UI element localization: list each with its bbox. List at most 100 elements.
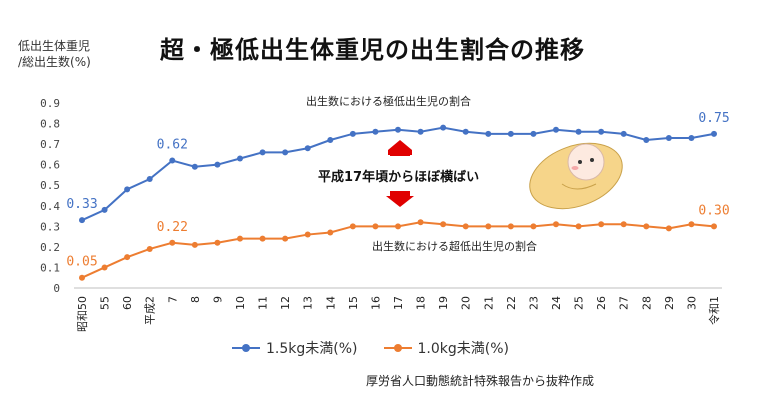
x-tick-label: 15 <box>347 296 360 310</box>
data-point <box>124 254 131 261</box>
x-tick-label: 昭和50 <box>76 296 89 332</box>
data-point <box>146 245 153 252</box>
x-tick-label: 27 <box>618 296 631 310</box>
x-tick-label: 11 <box>257 296 270 310</box>
y-tick-label: 0.6 <box>40 159 60 172</box>
x-tick-label: 25 <box>573 296 586 310</box>
data-point <box>191 241 198 248</box>
x-tick-label: 55 <box>99 296 112 310</box>
x-tick-label: 22 <box>505 296 518 310</box>
x-tick-label: 28 <box>640 296 653 310</box>
y-axis-unit-line2: /総出生数(%) <box>18 55 91 69</box>
y-tick-label: 0 <box>53 282 60 295</box>
data-point <box>530 223 537 230</box>
source-note: 厚労省人口動態統計特殊報告から抜粋作成 <box>366 374 595 388</box>
x-tick-label: 令和1 <box>707 296 721 325</box>
data-point <box>304 145 311 152</box>
x-tick-label: 9 <box>211 296 224 303</box>
data-point <box>643 137 650 143</box>
data-label: 0.22 <box>157 220 188 235</box>
legend-label-1-5kg: 1.5kg未満(%) <box>266 341 358 357</box>
x-tick-label: 17 <box>392 296 405 310</box>
data-point <box>598 221 605 228</box>
data-point <box>349 223 356 230</box>
y-tick-label: 0.3 <box>40 220 60 233</box>
y-tick-label: 0.9 <box>40 97 60 110</box>
baby-illustration <box>529 142 623 210</box>
arrow-down-icon <box>386 196 414 207</box>
data-point <box>553 126 559 133</box>
data-point <box>169 157 176 164</box>
data-point <box>259 235 266 242</box>
y-tick-label: 0.7 <box>40 138 60 151</box>
annotation-arrows <box>386 140 414 207</box>
x-tick-label: 10 <box>234 296 247 310</box>
legend-label-1-0kg: 1.0kg未満(%) <box>417 341 510 357</box>
data-point <box>553 221 559 228</box>
x-tick-label: 7 <box>166 296 179 303</box>
data-point <box>395 126 401 133</box>
data-point <box>327 137 334 143</box>
x-tick-label: 20 <box>460 296 473 310</box>
y-tick-label: 0.1 <box>40 261 60 274</box>
data-point <box>79 217 85 224</box>
data-point <box>146 176 153 183</box>
data-point <box>643 223 650 230</box>
arrow-up-shaft <box>390 150 410 156</box>
annotation-middle: 平成17年頃からほぼ横ばい <box>318 170 480 185</box>
x-tick-label: 21 <box>482 296 495 310</box>
data-point <box>417 219 424 226</box>
data-point <box>575 128 582 135</box>
data-point <box>462 128 469 135</box>
legend-item-1-0kg: 1.0kg未満(%) <box>383 338 510 358</box>
data-point <box>79 274 85 281</box>
data-point <box>530 130 537 137</box>
data-point <box>440 124 447 131</box>
data-point <box>327 229 334 236</box>
data-label: 0.05 <box>66 255 97 270</box>
data-point <box>349 130 356 137</box>
data-point <box>304 231 311 238</box>
x-tick-label: 23 <box>527 296 540 310</box>
data-point <box>395 223 401 230</box>
x-tick-label: 26 <box>595 296 608 310</box>
data-label: 0.30 <box>698 203 729 218</box>
x-tick-label: 平成2 <box>144 296 157 325</box>
x-tick-label: 14 <box>324 296 337 310</box>
legend-swatch-1-0kg <box>383 341 412 355</box>
data-point <box>101 206 108 213</box>
baby-eye-left <box>578 160 582 164</box>
series-1-5kg <box>79 124 717 224</box>
data-point <box>237 235 243 242</box>
x-tick-label: 29 <box>663 296 676 310</box>
data-label: 0.33 <box>66 197 97 212</box>
data-point <box>665 134 672 141</box>
data-point <box>282 235 289 242</box>
legend-swatch-1-5kg <box>232 341 260 355</box>
baby-face <box>567 143 605 181</box>
data-point <box>711 223 717 230</box>
data-point <box>124 186 131 193</box>
data-point <box>485 223 492 230</box>
data-point <box>169 239 176 246</box>
data-labels: 0.33 0.62 0.75 0.05 0.22 0.30 <box>66 111 729 270</box>
x-tick-label: 8 <box>189 296 202 303</box>
y-tick-label: 0.2 <box>40 241 60 254</box>
series-1-0kg <box>79 219 717 281</box>
baby-eye-right <box>590 158 594 162</box>
legend: 1.5kg未満(%) 1.0kg未満(%) <box>232 338 509 358</box>
data-label: 0.62 <box>157 138 188 153</box>
baby-blanket-fold <box>561 183 597 190</box>
x-tick-label: 30 <box>685 296 698 310</box>
chart-title: 超・極低出生体重児の出生割合の推移 <box>160 36 585 64</box>
data-point <box>191 163 198 170</box>
y-tick-label: 0.4 <box>40 200 60 213</box>
data-point <box>372 128 379 135</box>
legend-item-1-5kg: 1.5kg未満(%) <box>232 338 358 358</box>
data-point <box>620 130 627 137</box>
data-point <box>462 223 469 230</box>
x-tick-label: 24 <box>550 296 563 310</box>
data-point <box>575 223 582 230</box>
x-tick-label: 16 <box>369 296 382 310</box>
